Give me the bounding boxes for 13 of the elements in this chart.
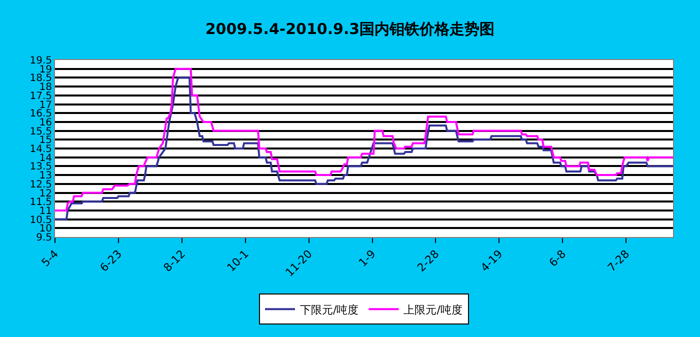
y-tick-label: 14.5 <box>30 144 52 155</box>
y-tick-label: 17.5 <box>30 90 52 102</box>
y-tick-label: 11 <box>39 206 52 217</box>
x-tick-label: 6-8 <box>546 248 569 270</box>
legend-label: 上限元/吨度 <box>404 303 462 316</box>
y-tick-label: 12.5 <box>30 179 52 190</box>
y-tick-label: 9.5 <box>36 232 52 244</box>
x-tick-label: 5-4 <box>39 248 62 270</box>
chart-title: 2009.5.4-2010.9.3国内钼铁价格走势图 <box>205 20 495 38</box>
y-tick-label: 19.5 <box>30 56 52 66</box>
legend-label: 下限元/吨度 <box>300 303 359 316</box>
x-tick-label: 1-9 <box>356 248 378 270</box>
y-tick-label: 16 <box>39 117 52 128</box>
